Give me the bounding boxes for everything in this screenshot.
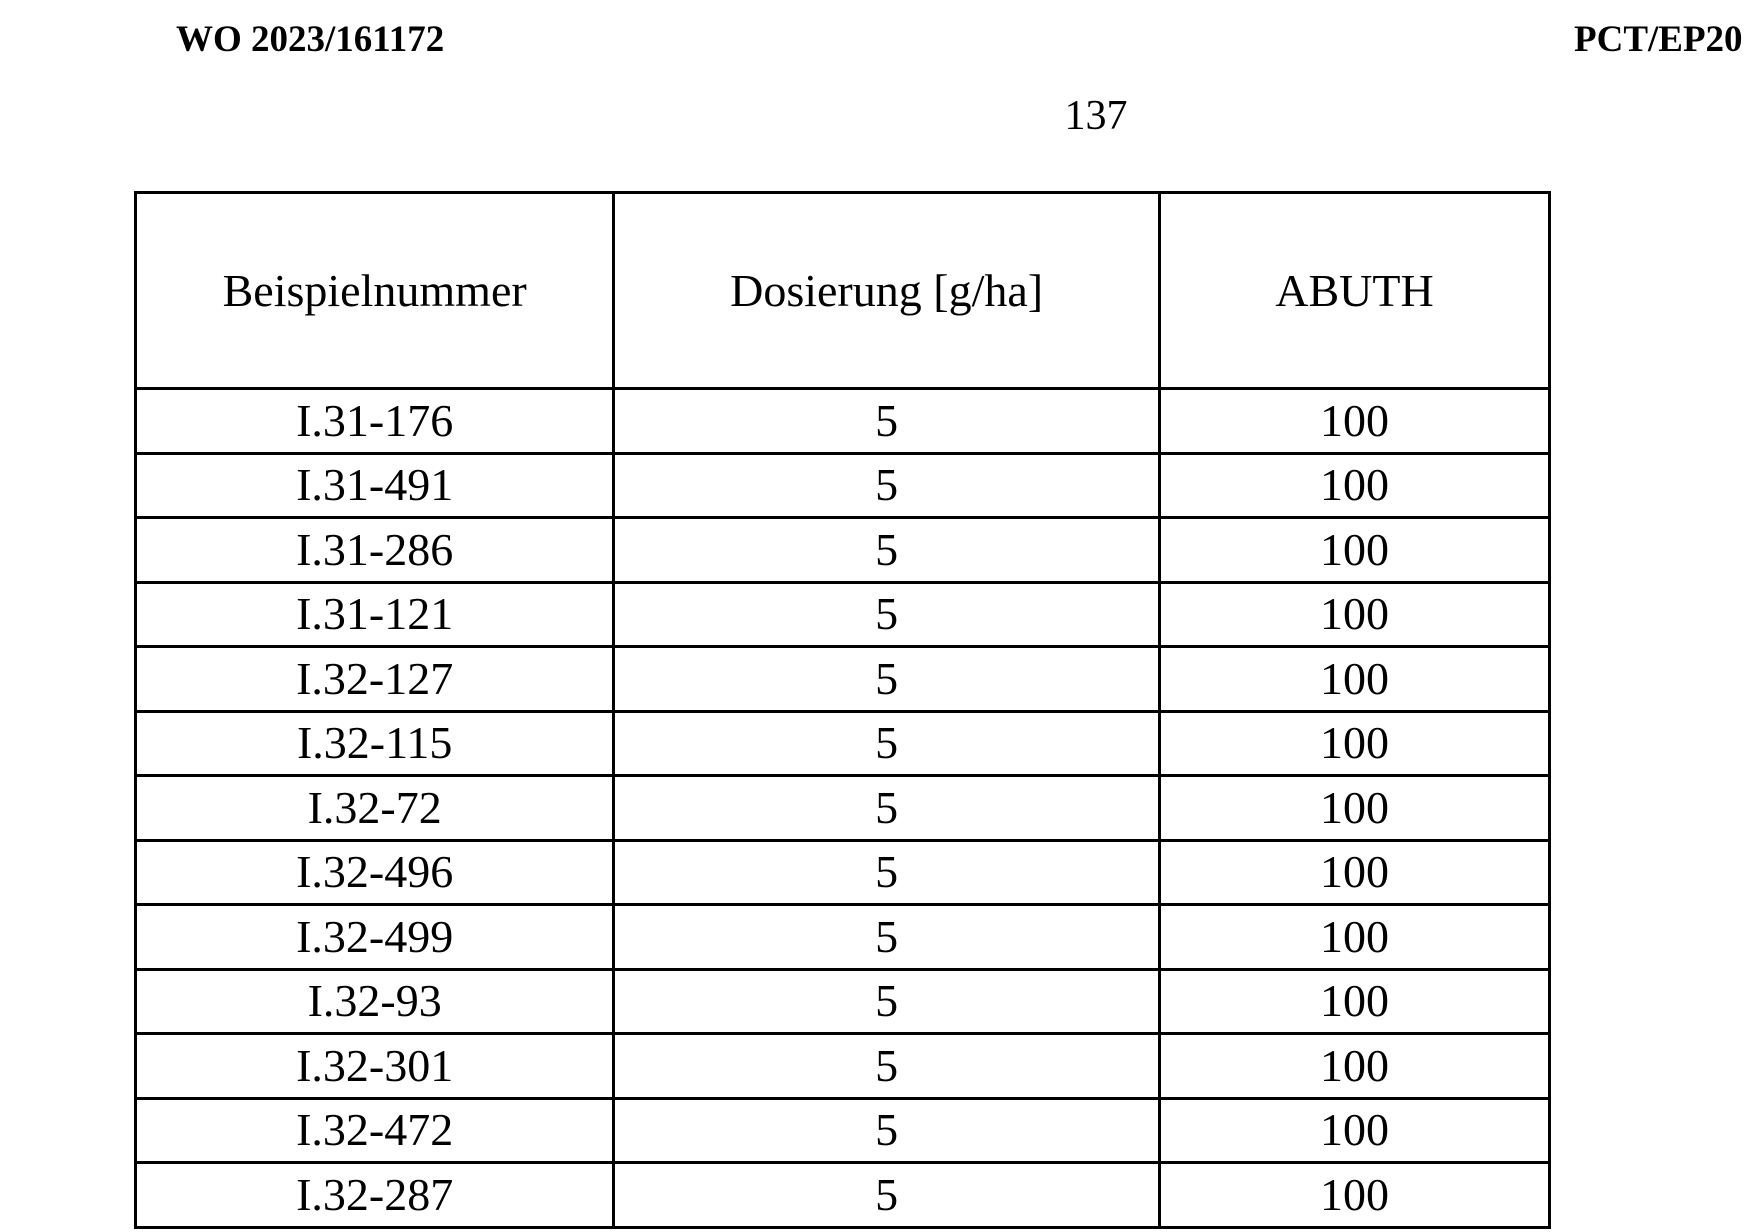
column-header-abuth: ABUTH xyxy=(1159,193,1549,389)
cell-abuth: 100 xyxy=(1159,647,1549,712)
cell-dosage: 5 xyxy=(614,647,1160,712)
table-row: I.31-4915100 xyxy=(136,453,1550,518)
cell-dosage: 5 xyxy=(614,776,1160,841)
table-row: I.32-4725100 xyxy=(136,1098,1550,1163)
cell-dosage: 5 xyxy=(614,582,1160,647)
cell-example-number: I.31-286 xyxy=(136,518,614,583)
cell-dosage: 5 xyxy=(614,840,1160,905)
cell-abuth: 100 xyxy=(1159,389,1549,454)
application-number: PCT/EP20 xyxy=(1574,18,1743,61)
cell-dosage: 5 xyxy=(614,1163,1160,1228)
cell-abuth: 100 xyxy=(1159,582,1549,647)
cell-example-number: I.32-115 xyxy=(136,711,614,776)
page-number: 137 xyxy=(1060,92,1132,140)
results-table: Beispielnummer Dosierung [g/ha] ABUTH I.… xyxy=(134,191,1551,1229)
cell-example-number: I.32-472 xyxy=(136,1098,614,1163)
cell-example-number: I.32-72 xyxy=(136,776,614,841)
cell-abuth: 100 xyxy=(1159,969,1549,1034)
cell-dosage: 5 xyxy=(614,1034,1160,1099)
cell-abuth: 100 xyxy=(1159,1163,1549,1228)
cell-example-number: I.31-176 xyxy=(136,389,614,454)
column-header-dosage: Dosierung [g/ha] xyxy=(614,193,1160,389)
cell-abuth: 100 xyxy=(1159,840,1549,905)
cell-example-number: I.31-491 xyxy=(136,453,614,518)
table-row: I.32-4965100 xyxy=(136,840,1550,905)
cell-abuth: 100 xyxy=(1159,1098,1549,1163)
column-header-example-number: Beispielnummer xyxy=(136,193,614,389)
cell-dosage: 5 xyxy=(614,518,1160,583)
table-row: I.31-1215100 xyxy=(136,582,1550,647)
cell-dosage: 5 xyxy=(614,453,1160,518)
table-row: I.32-3015100 xyxy=(136,1034,1550,1099)
table-row: I.32-1275100 xyxy=(136,647,1550,712)
publication-number: WO 2023/161172 xyxy=(176,18,444,61)
cell-example-number: I.31-121 xyxy=(136,582,614,647)
cell-dosage: 5 xyxy=(614,905,1160,970)
table-row: I.32-1155100 xyxy=(136,711,1550,776)
cell-abuth: 100 xyxy=(1159,453,1549,518)
cell-abuth: 100 xyxy=(1159,776,1549,841)
table-row: I.32-935100 xyxy=(136,969,1550,1034)
table-row: I.32-2875100 xyxy=(136,1163,1550,1228)
cell-example-number: I.32-499 xyxy=(136,905,614,970)
cell-dosage: 5 xyxy=(614,1098,1160,1163)
cell-example-number: I.32-93 xyxy=(136,969,614,1034)
table-row: I.32-4995100 xyxy=(136,905,1550,970)
cell-dosage: 5 xyxy=(614,969,1160,1034)
table-row: I.31-2865100 xyxy=(136,518,1550,583)
cell-dosage: 5 xyxy=(614,389,1160,454)
cell-dosage: 5 xyxy=(614,711,1160,776)
cell-abuth: 100 xyxy=(1159,518,1549,583)
table-row: I.31-1765100 xyxy=(136,389,1550,454)
cell-abuth: 100 xyxy=(1159,711,1549,776)
cell-abuth: 100 xyxy=(1159,905,1549,970)
cell-abuth: 100 xyxy=(1159,1034,1549,1099)
cell-example-number: I.32-496 xyxy=(136,840,614,905)
cell-example-number: I.32-127 xyxy=(136,647,614,712)
table-header-row: Beispielnummer Dosierung [g/ha] ABUTH xyxy=(136,193,1550,389)
cell-example-number: I.32-301 xyxy=(136,1034,614,1099)
cell-example-number: I.32-287 xyxy=(136,1163,614,1228)
table-row: I.32-725100 xyxy=(136,776,1550,841)
